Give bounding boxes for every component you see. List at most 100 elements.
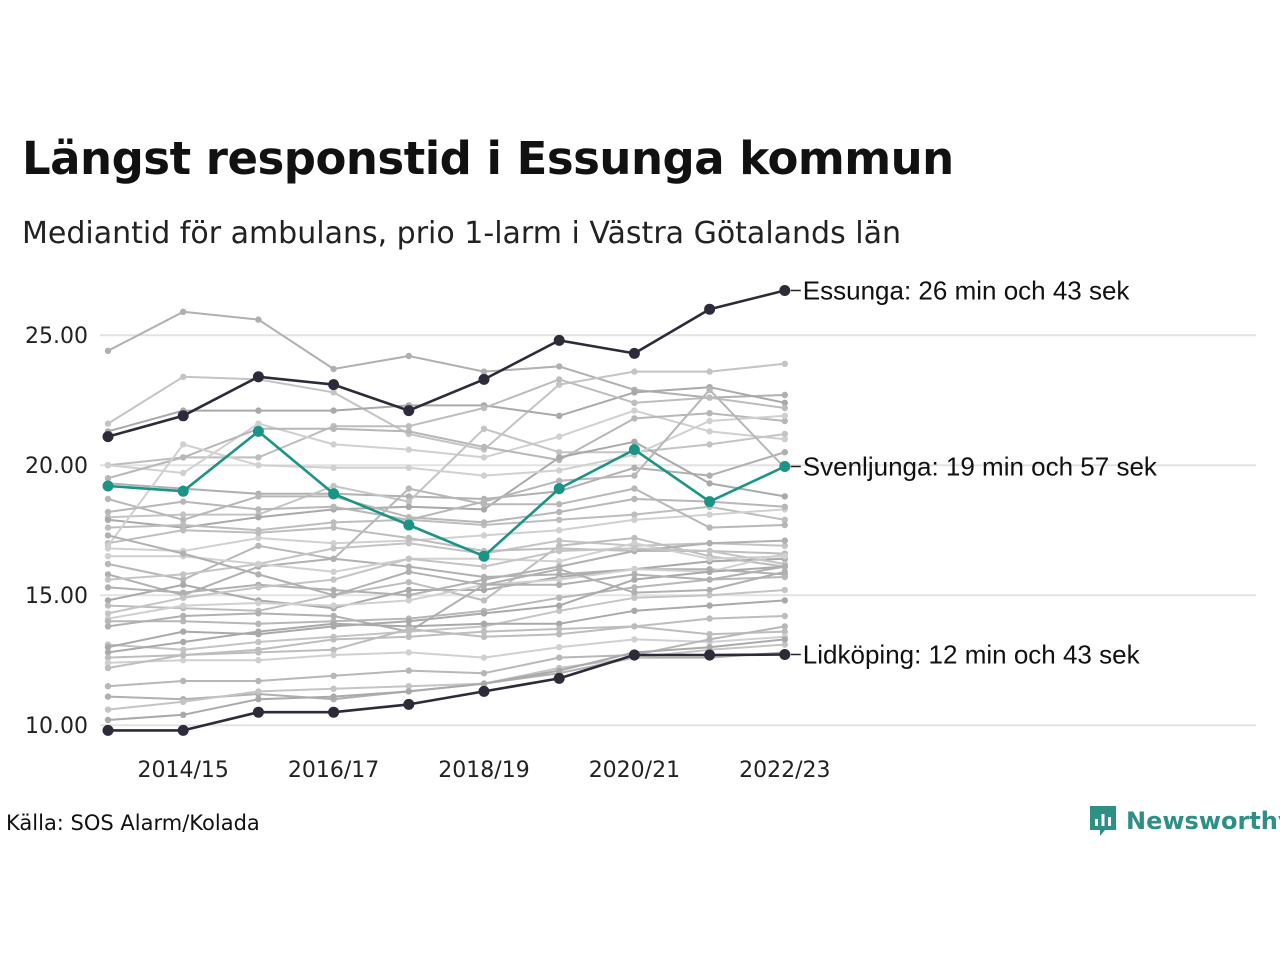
highlighted-series-point	[553, 672, 565, 684]
background-series-line	[107, 534, 785, 597]
y-tick-label: 15.00	[25, 584, 88, 609]
background-series-point	[405, 493, 412, 500]
background-series-point	[405, 579, 412, 586]
background-series-point	[706, 586, 713, 594]
background-series-point	[405, 568, 412, 575]
background-series-point	[480, 654, 488, 661]
background-series-point	[255, 542, 262, 549]
chart-title: Längst responstid i Essunga kommun	[22, 132, 954, 185]
background-series-point	[781, 553, 788, 560]
background-series-point	[255, 620, 262, 627]
background-series-point	[405, 563, 412, 570]
highlighted-series-point	[478, 373, 490, 385]
background-series	[104, 407, 788, 477]
background-series-line	[107, 565, 785, 649]
background-series	[104, 573, 788, 627]
background-series-point	[255, 420, 262, 427]
background-series-point	[255, 462, 262, 469]
background-series-line	[107, 505, 785, 532]
background-series-point	[330, 425, 337, 432]
y-tick-label: 10.00	[25, 714, 88, 739]
background-series-point	[631, 566, 638, 573]
background-series-point	[255, 493, 262, 500]
background-series-point	[405, 618, 412, 625]
background-series-point	[556, 644, 563, 651]
background-series-line	[107, 427, 785, 519]
background-series-point	[556, 625, 563, 633]
background-series	[104, 386, 788, 523]
background-series-line	[108, 576, 785, 625]
background-series-line	[107, 589, 785, 651]
background-series-point	[781, 404, 788, 412]
background-series-point	[781, 493, 788, 500]
background-series-point	[631, 594, 638, 601]
background-series-line	[107, 635, 785, 664]
background-series-point	[180, 527, 187, 534]
background-series-point	[781, 573, 788, 581]
background-series-point	[405, 464, 412, 471]
background-series-line	[107, 552, 786, 620]
background-series-point	[104, 623, 112, 630]
background-series-point	[104, 516, 112, 523]
background-series-line	[107, 440, 785, 529]
background-series-point	[405, 555, 412, 562]
background-series-point	[180, 677, 187, 685]
background-series-point	[781, 563, 788, 570]
series-label: Lidköping: 12 min och 43 sek	[803, 639, 1141, 669]
series-label: Svenljunga: 19 min och 57 sek	[803, 452, 1158, 482]
background-series	[104, 555, 788, 612]
background-series-point	[330, 646, 337, 653]
background-series-point	[180, 576, 187, 583]
background-series-point	[104, 420, 112, 427]
background-series-point	[556, 654, 563, 661]
background-series-point	[631, 516, 638, 523]
background-series-point	[631, 485, 638, 492]
background-series-line	[107, 643, 785, 711]
background-series-point	[330, 586, 337, 594]
background-series-line	[107, 568, 786, 633]
background-series	[104, 545, 788, 617]
highlighted-series-point	[177, 410, 189, 422]
highlighted-series	[102, 425, 791, 562]
background-series-line	[107, 487, 785, 581]
background-series	[104, 376, 788, 469]
background-series-point	[631, 472, 638, 479]
background-series-point	[255, 529, 262, 536]
background-series-point	[330, 602, 337, 609]
background-series-point	[405, 633, 412, 640]
background-series-point	[104, 659, 112, 666]
highlighted-series-point	[403, 519, 415, 531]
background-series-point	[781, 503, 788, 510]
background-series-point	[706, 615, 713, 622]
background-series-point	[781, 516, 788, 523]
background-series	[104, 649, 788, 703]
x-tick-label: 2016/17	[288, 758, 379, 783]
background-series-line	[107, 547, 785, 615]
background-series-point	[556, 581, 563, 588]
background-series-point	[330, 545, 337, 552]
background-series-point	[104, 693, 112, 700]
background-series-point	[405, 586, 412, 594]
background-series-point	[706, 386, 713, 393]
background-series-point	[556, 594, 563, 601]
highlighted-series-point	[553, 334, 565, 346]
background-series-point	[706, 417, 713, 425]
background-series-point	[330, 555, 337, 562]
highlighted-series-point	[403, 698, 415, 710]
background-series-point	[180, 594, 187, 601]
brand-name: Newsworthy	[1126, 807, 1280, 835]
highlighted-series-point	[779, 648, 791, 660]
background-series-point	[405, 446, 412, 453]
background-series-line	[107, 412, 785, 480]
background-series-point	[180, 516, 187, 523]
background-series-point	[631, 576, 638, 583]
highlighted-series-point	[779, 284, 791, 296]
background-series-point	[104, 716, 112, 724]
background-series-point	[556, 381, 563, 388]
highlighted-series-point	[704, 649, 716, 661]
background-series-point	[631, 636, 638, 643]
background-series-point	[556, 667, 563, 674]
background-series-point	[556, 558, 563, 565]
highlighted-series-point	[328, 488, 340, 500]
background-series-point	[556, 433, 563, 440]
